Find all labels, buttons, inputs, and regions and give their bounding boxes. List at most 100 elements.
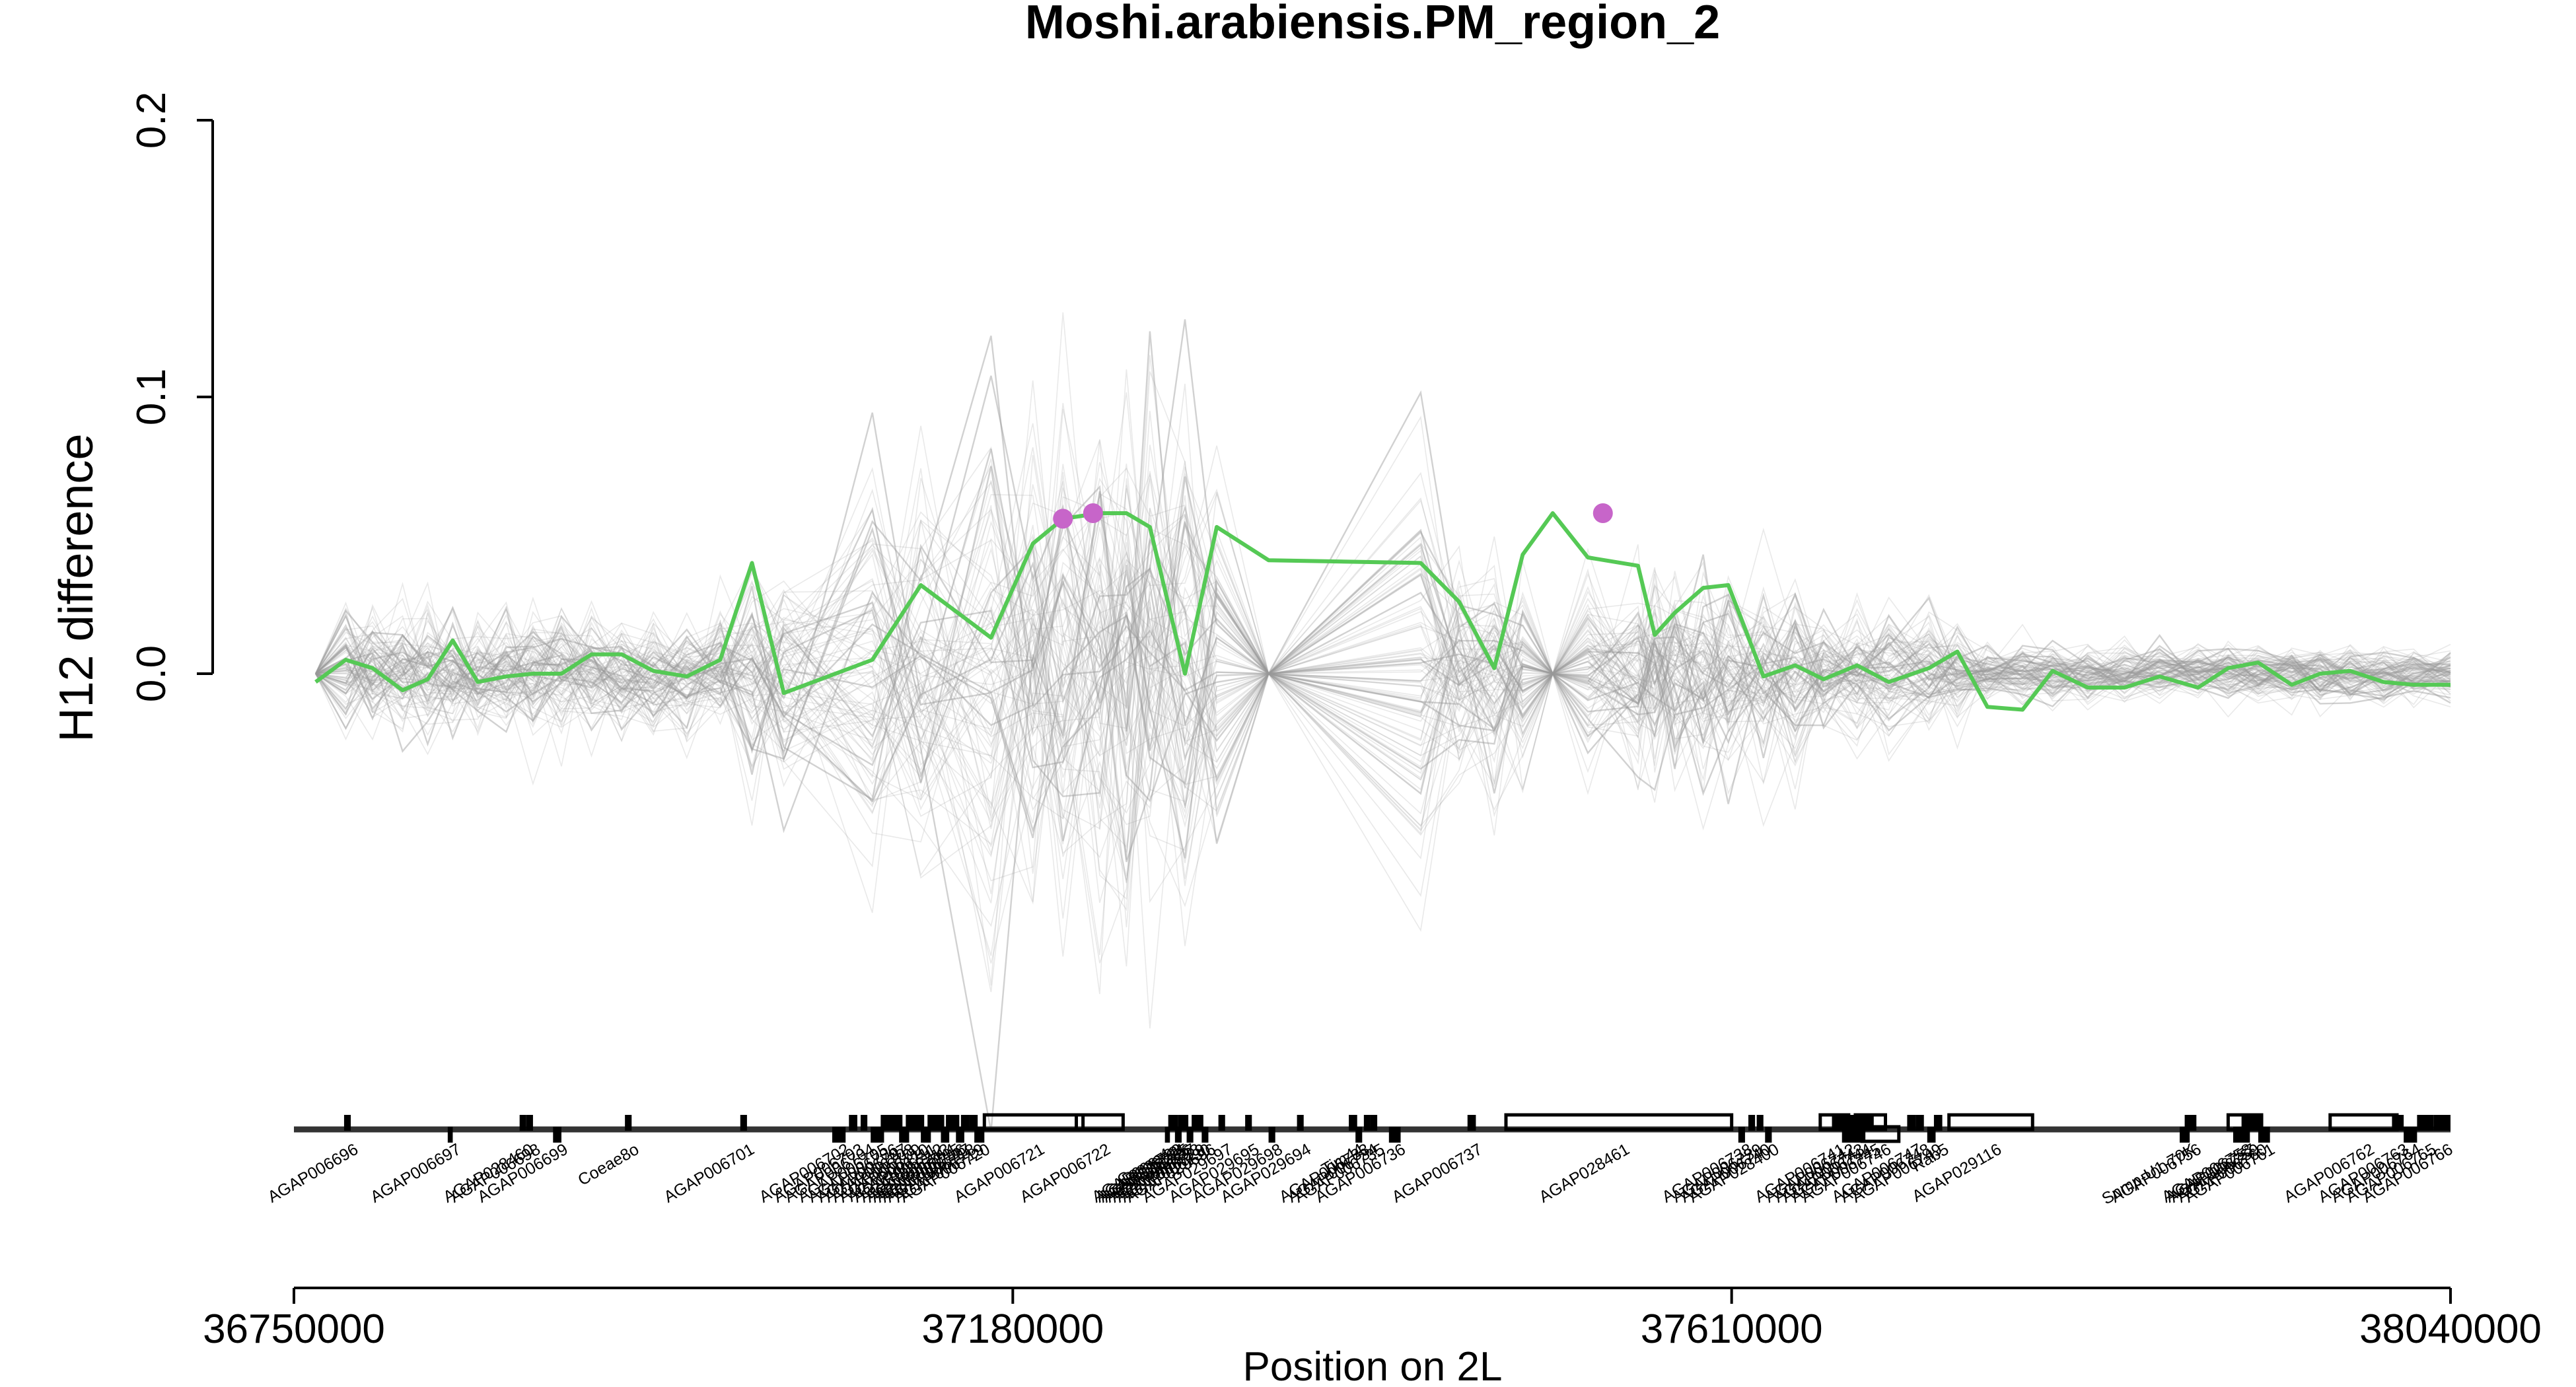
gene-box: [2392, 1115, 2404, 1131]
permutation-line: [315, 380, 2451, 816]
gene-box: [1467, 1115, 1476, 1131]
permutation-line: [315, 513, 2451, 802]
x-tick-label: 37610000: [1641, 1306, 1823, 1352]
permutation-line: [315, 543, 2451, 817]
permutation-line: [315, 578, 2451, 762]
permutation-line: [315, 390, 2451, 838]
permutation-line: [315, 520, 2451, 919]
x-tick-label: 37180000: [921, 1306, 1104, 1352]
permutation-line: [315, 539, 2451, 801]
x-tick-label: 38040000: [2359, 1306, 2542, 1352]
gene-box: [740, 1115, 747, 1131]
permutation-line: [315, 530, 2451, 746]
permutation-line: [315, 460, 2451, 778]
permutation-line: [315, 466, 2451, 820]
gene-box: [1738, 1127, 1745, 1143]
gene-box: [447, 1127, 453, 1143]
permutation-line: [315, 439, 2451, 796]
gene-box: [1927, 1127, 1936, 1143]
observed-series: [314, 511, 2451, 712]
permutation-line: [315, 502, 2451, 836]
gene-box: [2404, 1127, 2417, 1143]
gene-box: [960, 1115, 970, 1131]
permutation-line: [315, 487, 2451, 758]
permutation-line: [315, 546, 2451, 993]
x-axis-label: Position on 2L: [1243, 1344, 1503, 1387]
permutation-line: [315, 355, 2451, 879]
permutation-line: [315, 506, 2451, 927]
permutation-line: [315, 543, 2451, 894]
peak-point: [1083, 503, 1103, 523]
gene-box: [1075, 1113, 1125, 1131]
gene-box: [1363, 1115, 1371, 1131]
peak-point: [1592, 503, 1613, 523]
gene-box: [832, 1127, 846, 1143]
permutation-line: [315, 542, 2451, 843]
gene-box: [1388, 1127, 1401, 1143]
permutation-line: [315, 561, 2451, 802]
permutation-line: [315, 472, 2451, 883]
gene-box: [1297, 1115, 1304, 1131]
gene-box: [974, 1127, 985, 1143]
permutation-line: [315, 478, 2451, 995]
gene-box: [2417, 1115, 2434, 1131]
gene-box: [1933, 1115, 1943, 1131]
permutation-line: [315, 478, 2451, 964]
permutation-line: [315, 547, 2451, 851]
permutation-line: [315, 515, 2451, 856]
gene-box: [1349, 1115, 1357, 1131]
permutation-line: [315, 491, 2451, 913]
permutation-line: [315, 411, 2451, 801]
permutation-line: [315, 467, 2451, 836]
gene-box: [849, 1115, 857, 1131]
gene-box: [526, 1115, 533, 1131]
permutation-line: [315, 576, 2451, 848]
gene-box: [1748, 1115, 1756, 1131]
permutation-line: [315, 516, 2451, 820]
chart-title: Moshi.arabiensis.PM_region_2: [1025, 0, 1720, 49]
gene-box: [553, 1127, 561, 1143]
permutation-line: [314, 319, 2451, 841]
permutation-line: [315, 544, 2451, 812]
peak-points: [1053, 503, 1613, 529]
permutation-line: [315, 447, 2451, 828]
permutation-line: [315, 505, 2451, 874]
permutation-line: [315, 578, 2451, 932]
permutation-line: [315, 454, 2451, 986]
permutation-line: [315, 383, 2451, 956]
gene-box: [1765, 1127, 1772, 1143]
permutation-line: [315, 572, 2451, 820]
permutation-line: [315, 445, 2451, 904]
permutation-line: [315, 331, 2451, 801]
gene-box: [343, 1115, 351, 1131]
permutation-line: [315, 464, 2451, 795]
gene-box: [861, 1115, 868, 1131]
permutation-line: [315, 530, 2451, 803]
gene-box: [982, 1113, 1085, 1131]
permutation-line: [315, 509, 2451, 884]
gene-box: [1181, 1115, 1189, 1131]
x-tick-label: 36750000: [203, 1306, 385, 1352]
gene-box: [1245, 1115, 1252, 1131]
gene-box: [1756, 1115, 1764, 1131]
gene-box: [625, 1115, 632, 1131]
gene-box: [2184, 1115, 2197, 1131]
permutation-line: [315, 497, 2451, 790]
permutation-line: [315, 371, 2451, 817]
y-tick-label: 0.2: [129, 92, 174, 149]
gene-box: [1860, 1125, 1901, 1143]
permutation-line: [315, 408, 2451, 907]
permutation-line: [315, 520, 2451, 860]
gene-box: [1370, 1115, 1378, 1131]
permutation-line: [315, 524, 2451, 864]
permutation-line: [315, 467, 2451, 904]
permutation-line: [315, 538, 2451, 967]
permutation-line: [314, 466, 2451, 859]
x-axis: 36750000 37180000 37610000 38040000: [203, 1287, 2542, 1352]
permutation-line: [315, 488, 2451, 806]
y-axis: 0.0 0.1 0.2: [129, 92, 214, 702]
gene-box: [519, 1115, 526, 1131]
permutation-line: [315, 571, 2451, 858]
